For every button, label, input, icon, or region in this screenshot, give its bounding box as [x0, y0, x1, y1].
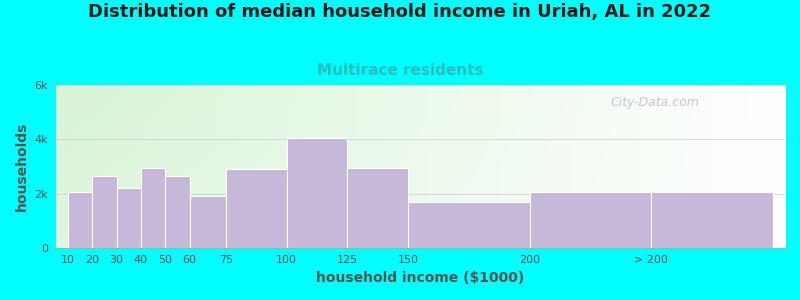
Bar	[347, 168, 408, 248]
Text: Multirace residents: Multirace residents	[317, 63, 483, 78]
Y-axis label: households: households	[15, 122, 29, 211]
Bar	[141, 168, 165, 248]
Text: City-Data.com: City-Data.com	[610, 96, 699, 110]
Text: Distribution of median household income in Uriah, AL in 2022: Distribution of median household income …	[89, 3, 711, 21]
Bar	[68, 192, 92, 248]
Bar	[408, 202, 530, 248]
X-axis label: household income ($1000): household income ($1000)	[316, 271, 525, 285]
Bar	[226, 169, 286, 248]
Bar	[165, 176, 190, 248]
Bar	[651, 192, 773, 248]
Bar	[117, 188, 141, 248]
Bar	[92, 176, 117, 248]
Bar	[190, 196, 226, 248]
Bar	[286, 138, 347, 248]
Bar	[530, 192, 651, 248]
